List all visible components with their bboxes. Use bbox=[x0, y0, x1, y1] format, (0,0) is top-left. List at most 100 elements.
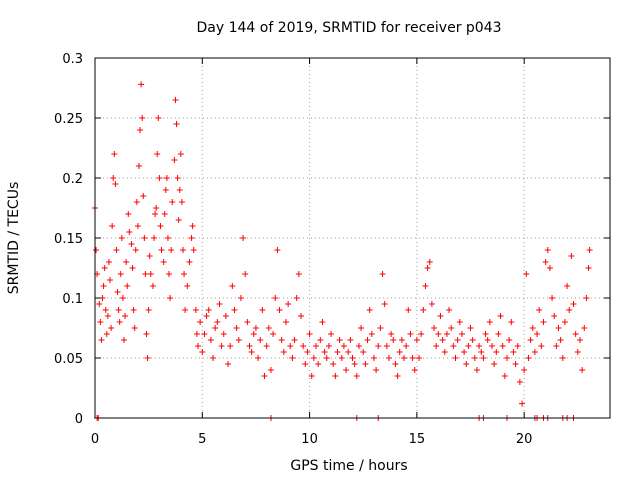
data-point bbox=[388, 331, 395, 337]
data-point bbox=[287, 343, 294, 349]
data-point bbox=[255, 355, 262, 361]
data-point bbox=[237, 295, 244, 301]
data-point bbox=[564, 283, 571, 289]
data-point bbox=[450, 343, 457, 349]
data-point bbox=[96, 301, 103, 307]
data-point bbox=[158, 247, 165, 253]
data-point bbox=[418, 331, 425, 337]
data-point bbox=[570, 301, 577, 307]
data-point bbox=[242, 271, 249, 277]
data-point bbox=[107, 277, 114, 283]
data-point bbox=[129, 265, 136, 271]
x-tick-label: 5 bbox=[198, 432, 206, 447]
data-point bbox=[529, 325, 536, 331]
data-point bbox=[302, 361, 309, 367]
data-point bbox=[364, 337, 371, 343]
data-point bbox=[392, 361, 399, 367]
y-tick-label: 0.2 bbox=[62, 172, 83, 187]
data-point bbox=[347, 337, 354, 343]
data-point bbox=[161, 211, 168, 217]
data-point bbox=[370, 355, 377, 361]
data-point bbox=[103, 331, 110, 337]
data-point bbox=[293, 295, 300, 301]
data-point bbox=[186, 259, 193, 265]
data-point bbox=[561, 319, 568, 325]
data-point bbox=[458, 331, 465, 337]
data-point bbox=[478, 349, 485, 355]
data-point bbox=[343, 367, 350, 373]
data-point bbox=[557, 337, 564, 343]
data-point bbox=[398, 337, 405, 343]
data-point bbox=[510, 349, 517, 355]
data-point bbox=[330, 361, 337, 367]
data-point bbox=[214, 319, 221, 325]
data-point bbox=[527, 337, 534, 343]
data-point bbox=[248, 349, 255, 355]
data-point bbox=[542, 259, 549, 265]
data-point bbox=[278, 337, 285, 343]
data-point bbox=[175, 217, 182, 223]
data-point bbox=[426, 259, 433, 265]
data-point bbox=[135, 163, 142, 169]
data-point bbox=[581, 325, 588, 331]
data-point bbox=[128, 241, 135, 247]
data-point bbox=[471, 355, 478, 361]
data-point bbox=[383, 343, 390, 349]
data-point bbox=[147, 271, 154, 277]
data-point bbox=[197, 319, 204, 325]
data-point bbox=[482, 331, 489, 337]
data-point bbox=[97, 319, 104, 325]
data-point bbox=[546, 265, 553, 271]
data-point bbox=[476, 343, 483, 349]
data-point bbox=[233, 325, 240, 331]
data-point bbox=[506, 337, 513, 343]
data-point bbox=[178, 199, 185, 205]
data-point bbox=[586, 247, 593, 253]
data-point bbox=[98, 337, 105, 343]
x-tick-label: 0 bbox=[91, 432, 99, 447]
data-point bbox=[409, 355, 416, 361]
x-axis-label: GPS time / hours bbox=[290, 458, 407, 474]
data-point bbox=[469, 337, 476, 343]
data-point bbox=[446, 307, 453, 313]
x-tick-label: 10 bbox=[301, 432, 318, 447]
data-point bbox=[139, 115, 146, 121]
data-point bbox=[355, 343, 362, 349]
data-point bbox=[220, 331, 227, 337]
data-point bbox=[379, 271, 386, 277]
data-point bbox=[491, 361, 498, 367]
data-point bbox=[188, 235, 195, 241]
y-tick-label: 0.05 bbox=[54, 352, 83, 367]
data-point bbox=[306, 331, 313, 337]
data-point bbox=[179, 247, 186, 253]
data-point bbox=[172, 97, 179, 103]
data-point bbox=[235, 337, 242, 343]
data-point bbox=[467, 325, 474, 331]
data-point bbox=[93, 247, 100, 253]
data-point bbox=[437, 313, 444, 319]
data-point bbox=[105, 259, 112, 265]
data-point bbox=[192, 307, 199, 313]
data-point bbox=[199, 349, 206, 355]
data-point bbox=[189, 223, 196, 229]
data-point bbox=[353, 373, 360, 379]
data-point bbox=[229, 283, 236, 289]
data-point bbox=[373, 367, 380, 373]
data-point bbox=[104, 313, 111, 319]
data-point bbox=[181, 271, 188, 277]
data-point bbox=[112, 181, 119, 187]
data-point bbox=[508, 319, 515, 325]
data-point bbox=[164, 235, 171, 241]
data-point bbox=[439, 337, 446, 343]
data-point bbox=[407, 331, 414, 337]
data-point bbox=[566, 307, 573, 313]
data-point bbox=[340, 343, 347, 349]
data-point bbox=[461, 349, 468, 355]
data-point bbox=[141, 235, 148, 241]
data-point bbox=[124, 283, 131, 289]
data-point bbox=[193, 331, 200, 337]
data-point bbox=[428, 301, 435, 307]
data-point bbox=[394, 373, 401, 379]
data-point bbox=[390, 337, 397, 343]
data-point bbox=[358, 325, 365, 331]
